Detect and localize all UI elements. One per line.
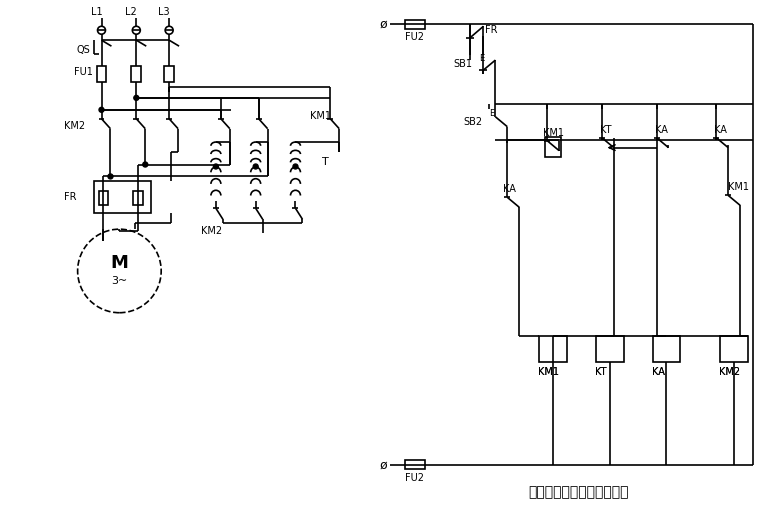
Circle shape — [253, 164, 258, 169]
Circle shape — [99, 107, 104, 113]
Text: KA: KA — [714, 125, 727, 135]
Bar — [164, 66, 174, 82]
Bar — [545, 137, 561, 156]
Text: KA: KA — [503, 184, 516, 194]
Text: M: M — [111, 254, 128, 272]
Bar — [405, 20, 425, 29]
Text: KM1: KM1 — [728, 182, 749, 192]
Text: FU1: FU1 — [73, 67, 92, 77]
Text: FR: FR — [485, 25, 498, 35]
Text: KA: KA — [652, 367, 665, 377]
Bar — [96, 66, 106, 82]
Bar — [652, 336, 681, 363]
Text: KM2: KM2 — [719, 367, 740, 377]
Text: L1: L1 — [91, 7, 102, 17]
Text: L2: L2 — [125, 7, 138, 17]
Text: T: T — [322, 156, 329, 167]
Text: ø: ø — [379, 458, 387, 472]
Text: E: E — [490, 109, 494, 118]
Text: ø: ø — [379, 18, 387, 31]
Bar — [405, 461, 425, 469]
Text: 3~: 3~ — [112, 276, 128, 286]
Text: KM2: KM2 — [63, 121, 85, 131]
Text: KM1: KM1 — [310, 111, 332, 121]
Text: L3: L3 — [158, 7, 170, 17]
Bar — [596, 336, 623, 363]
Text: KT: KT — [595, 367, 607, 377]
Bar — [134, 191, 144, 205]
Text: KT: KT — [595, 367, 607, 377]
Text: 自耦变压器减压起动制电路: 自耦变压器减压起动制电路 — [529, 485, 630, 499]
Text: FR: FR — [63, 192, 76, 202]
Text: QS: QS — [76, 45, 90, 55]
Text: KM2: KM2 — [719, 367, 740, 377]
Circle shape — [134, 95, 139, 101]
Text: KM1: KM1 — [538, 367, 559, 377]
Bar — [539, 336, 567, 363]
Text: FU2: FU2 — [405, 473, 424, 483]
Bar — [131, 66, 141, 82]
Text: E: E — [480, 54, 484, 63]
Circle shape — [108, 174, 113, 179]
Text: KM2: KM2 — [201, 226, 222, 236]
Bar — [720, 336, 748, 363]
Circle shape — [213, 164, 219, 169]
Text: KT: KT — [600, 125, 611, 135]
Text: SB1: SB1 — [454, 59, 473, 69]
Bar — [93, 181, 151, 213]
Text: SB2: SB2 — [464, 117, 483, 127]
Text: KM1: KM1 — [538, 367, 559, 377]
Circle shape — [293, 164, 298, 169]
Bar — [99, 191, 108, 205]
Text: KA: KA — [652, 367, 665, 377]
Text: KA: KA — [655, 125, 668, 135]
Circle shape — [143, 162, 147, 167]
Text: KM1: KM1 — [543, 128, 564, 138]
Text: FU2: FU2 — [405, 32, 424, 42]
